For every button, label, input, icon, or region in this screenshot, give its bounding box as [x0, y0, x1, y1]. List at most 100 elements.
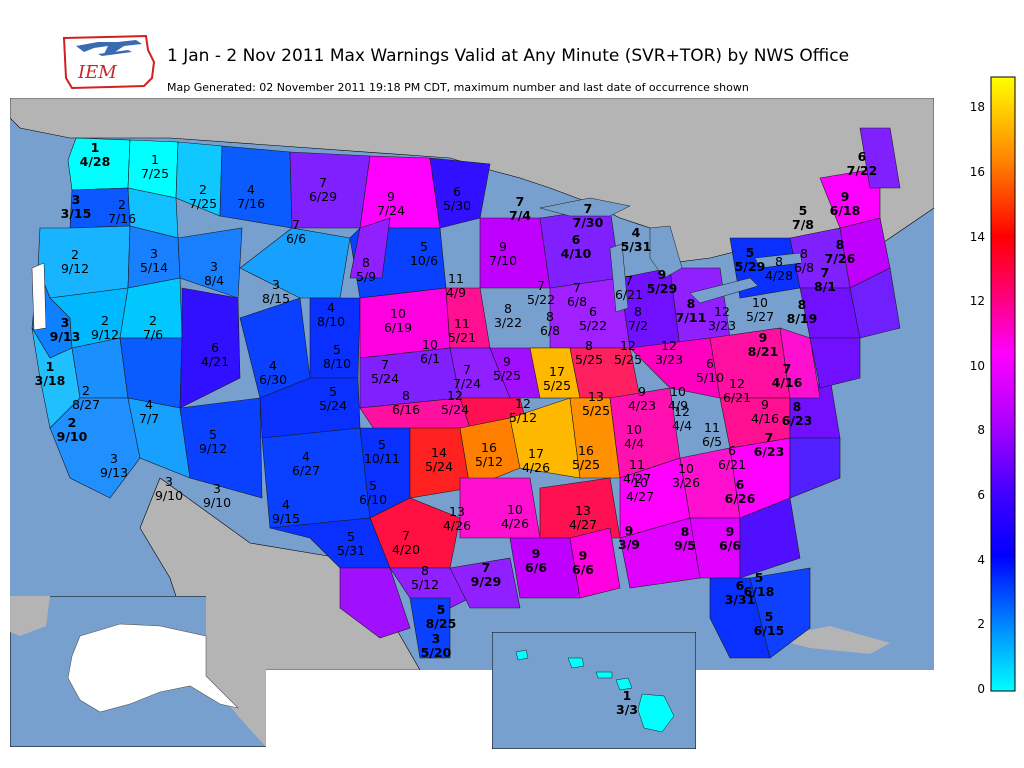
- office-last-date: 4/16: [771, 375, 803, 390]
- office-label: 8 8/19: [787, 298, 818, 326]
- office-label: 13 4/26: [443, 505, 471, 533]
- office-max-count: 9: [531, 546, 541, 561]
- office-last-date: 5/20: [420, 645, 452, 660]
- office-last-date: 3/9: [618, 537, 640, 552]
- office-last-date: 5/25: [581, 403, 611, 418]
- office-last-date: 7/26: [824, 251, 856, 266]
- office-max-count: 12: [661, 338, 677, 353]
- office-max-count: 2: [71, 247, 79, 262]
- office-max-count: 3: [431, 631, 441, 646]
- office-max-count: 8: [680, 524, 690, 539]
- office-label: 8 5/12: [411, 564, 439, 592]
- office-last-date: 9/29: [470, 574, 502, 589]
- big-island: [637, 693, 675, 733]
- office-max-count: 8: [504, 301, 512, 316]
- map-title: 1 Jan - 2 Nov 2011 Max Warnings Valid at…: [167, 46, 850, 66]
- office-max-count: 4: [269, 358, 277, 373]
- office-max-count: 5: [329, 384, 337, 399]
- office-last-date: 9/13: [99, 465, 129, 480]
- office-last-date: 8/19: [786, 311, 818, 326]
- office-last-date: 8/15: [261, 291, 291, 306]
- office-max-count: 6: [211, 340, 219, 355]
- office-last-date: 6/5: [701, 434, 723, 449]
- office-last-date: 6/30: [258, 372, 288, 387]
- office-max-count: 12: [515, 396, 531, 411]
- office-label: 12 3/23: [655, 339, 683, 367]
- office-last-date: 6/18: [829, 203, 861, 218]
- office-max-count: 10: [632, 475, 648, 490]
- office-max-count: 5: [333, 342, 341, 357]
- office-last-date: 7/4: [509, 208, 531, 223]
- office-last-date: 5/12: [474, 454, 504, 469]
- office-label: 8 9/5: [674, 525, 696, 553]
- office-last-date: 5/21: [447, 330, 477, 345]
- office-label: 6 5/10: [696, 357, 724, 385]
- office-max-count: 12: [674, 404, 690, 419]
- office-label: 3 9/10: [155, 475, 183, 503]
- office-label: 7 7/30: [573, 202, 604, 230]
- office-label: 6 6/26: [725, 478, 756, 506]
- office-label: 3 8/15: [262, 278, 290, 306]
- office-max-count: 3: [213, 481, 221, 496]
- office-last-date: 5/24: [370, 371, 400, 386]
- office-label: 10 6/19: [384, 307, 412, 335]
- office-label: 10 4/9: [668, 385, 688, 413]
- office-max-count: 5: [378, 437, 386, 452]
- office-label: 8 6/8: [540, 310, 560, 338]
- office-label: 9 7/10: [489, 240, 517, 268]
- office-last-date: 5/10: [695, 370, 725, 385]
- office-last-date: 3/18: [34, 373, 66, 388]
- office-label: 17 4/26: [522, 447, 550, 475]
- office-max-count: 8: [421, 563, 429, 578]
- office-label: 3 5/20: [421, 632, 452, 660]
- office-label: 8 4/28: [765, 255, 793, 283]
- office-label: 7 8/1: [814, 266, 836, 294]
- office-max-count: 9: [761, 397, 769, 412]
- office-label: 10 3/26: [672, 462, 700, 490]
- office-label: 5 7/8: [792, 204, 814, 232]
- office-last-date: 9/12: [60, 261, 90, 276]
- office-max-count: 5: [420, 239, 428, 254]
- office-label: 8 7/2: [628, 305, 648, 333]
- colorbar: [990, 76, 1016, 692]
- office-label: 7 7/24: [453, 363, 481, 391]
- office-label: 4 7/16: [237, 183, 265, 211]
- office-label: 7 4/20: [392, 529, 420, 557]
- office-max-count: 5: [745, 245, 755, 260]
- office-max-count: 7: [820, 265, 830, 280]
- office-last-date: 5/31: [620, 239, 652, 254]
- office-last-date: 5/14: [139, 260, 169, 275]
- office-last-date: 8/4: [203, 273, 225, 288]
- office-max-count: 2: [149, 313, 157, 328]
- office-label: 16 5/25: [572, 444, 600, 472]
- office-max-count: 2: [82, 383, 90, 398]
- office-label: 8 3/22: [494, 302, 522, 330]
- office-last-date: 9/15: [271, 511, 301, 526]
- colorbar-tick-label: 0: [977, 682, 985, 696]
- office-last-date: 3/26: [671, 475, 701, 490]
- office-max-count: 4: [247, 182, 255, 197]
- office-last-date: 4/4: [671, 418, 693, 433]
- office-max-count: 9: [840, 189, 850, 204]
- office-max-count: 8: [792, 399, 802, 414]
- office-label: 7 6/6: [286, 218, 306, 246]
- office-label: 2 9/12: [61, 248, 89, 276]
- office-label: 5 10/6: [410, 240, 438, 268]
- office-max-count: 6: [735, 578, 745, 593]
- office-label: 10 4/26: [501, 503, 529, 531]
- office-last-date: 6/10: [358, 492, 388, 507]
- office-label: 16 5/12: [475, 441, 503, 469]
- office-last-date: 5/25: [571, 457, 601, 472]
- office-label: 2 7/16: [108, 198, 136, 226]
- office-label: 6 7/22: [847, 150, 878, 178]
- office-last-date: 7/22: [846, 163, 878, 178]
- office-last-date: 3/22: [493, 315, 523, 330]
- office-last-date: 5/9: [355, 269, 377, 284]
- office-label: 4 5/31: [621, 226, 652, 254]
- logo-text: IEM: [77, 62, 117, 83]
- office-last-date: 7/24: [376, 203, 406, 218]
- office-last-date: 4/21: [200, 354, 230, 369]
- office-last-date: 6/8: [566, 294, 588, 309]
- office-last-date: 5/25: [492, 368, 522, 383]
- office-max-count: 3: [165, 474, 173, 489]
